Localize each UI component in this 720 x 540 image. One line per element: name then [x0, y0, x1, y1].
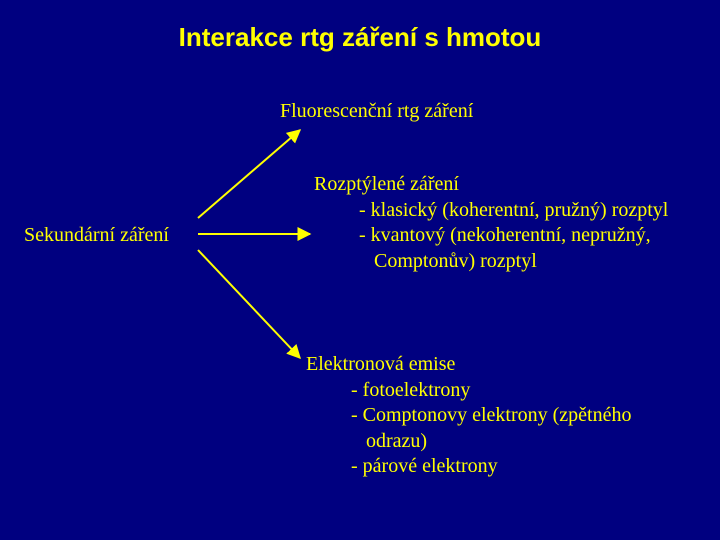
branch-emission: Elektronová emise - fotoelektrony - Comp… — [306, 352, 632, 480]
page-title: Interakce rtg záření s hmotou — [0, 22, 720, 53]
arrow-src-to-fluor — [198, 130, 300, 218]
source-label: Sekundární záření — [24, 224, 169, 247]
branch-scattered: Rozptýlené záření - klasický (koherentní… — [314, 172, 668, 274]
branch-fluorescence: Fluorescenční rtg záření — [280, 100, 473, 123]
arrow-src-to-emission — [198, 250, 300, 358]
